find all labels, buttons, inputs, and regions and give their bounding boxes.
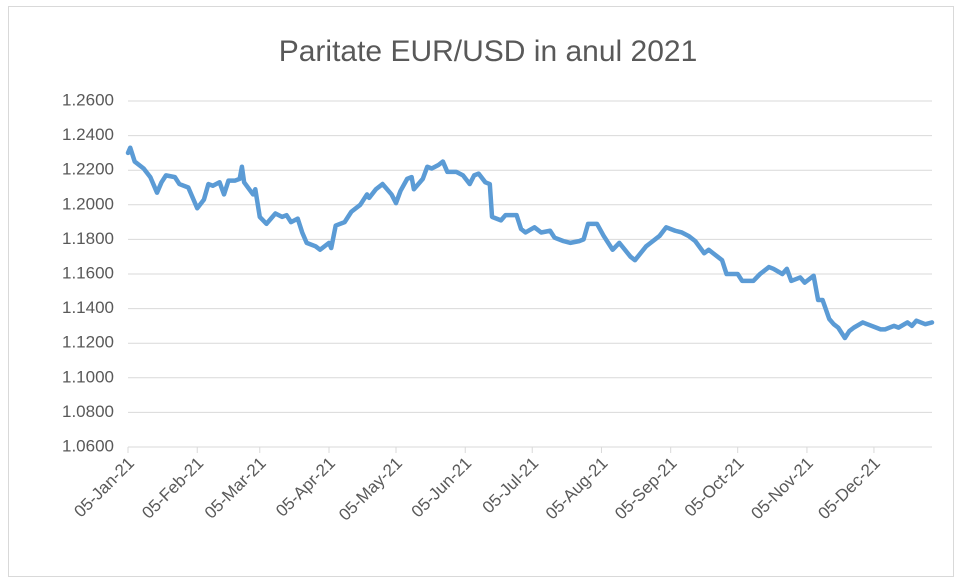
chart-border	[8, 6, 954, 577]
y-tick-label: 1.1400	[62, 298, 114, 317]
y-tick-label: 1.2200	[62, 160, 114, 179]
y-tick-label: 1.1800	[62, 229, 114, 248]
y-tick-label: 1.1000	[62, 367, 114, 386]
y-tick-label: 1.2400	[62, 125, 114, 144]
y-tick-label: 1.1600	[62, 263, 114, 282]
y-tick-label: 1.2000	[62, 194, 114, 213]
y-tick-label: 1.1200	[62, 333, 114, 352]
line-series	[125, 145, 935, 341]
chart-title: Paritate EUR/USD in anul 2021	[279, 35, 698, 68]
y-tick-label: 1.0800	[62, 402, 114, 421]
y-tick-label: 1.0600	[62, 436, 114, 455]
y-tick-label: 1.2600	[62, 90, 114, 109]
